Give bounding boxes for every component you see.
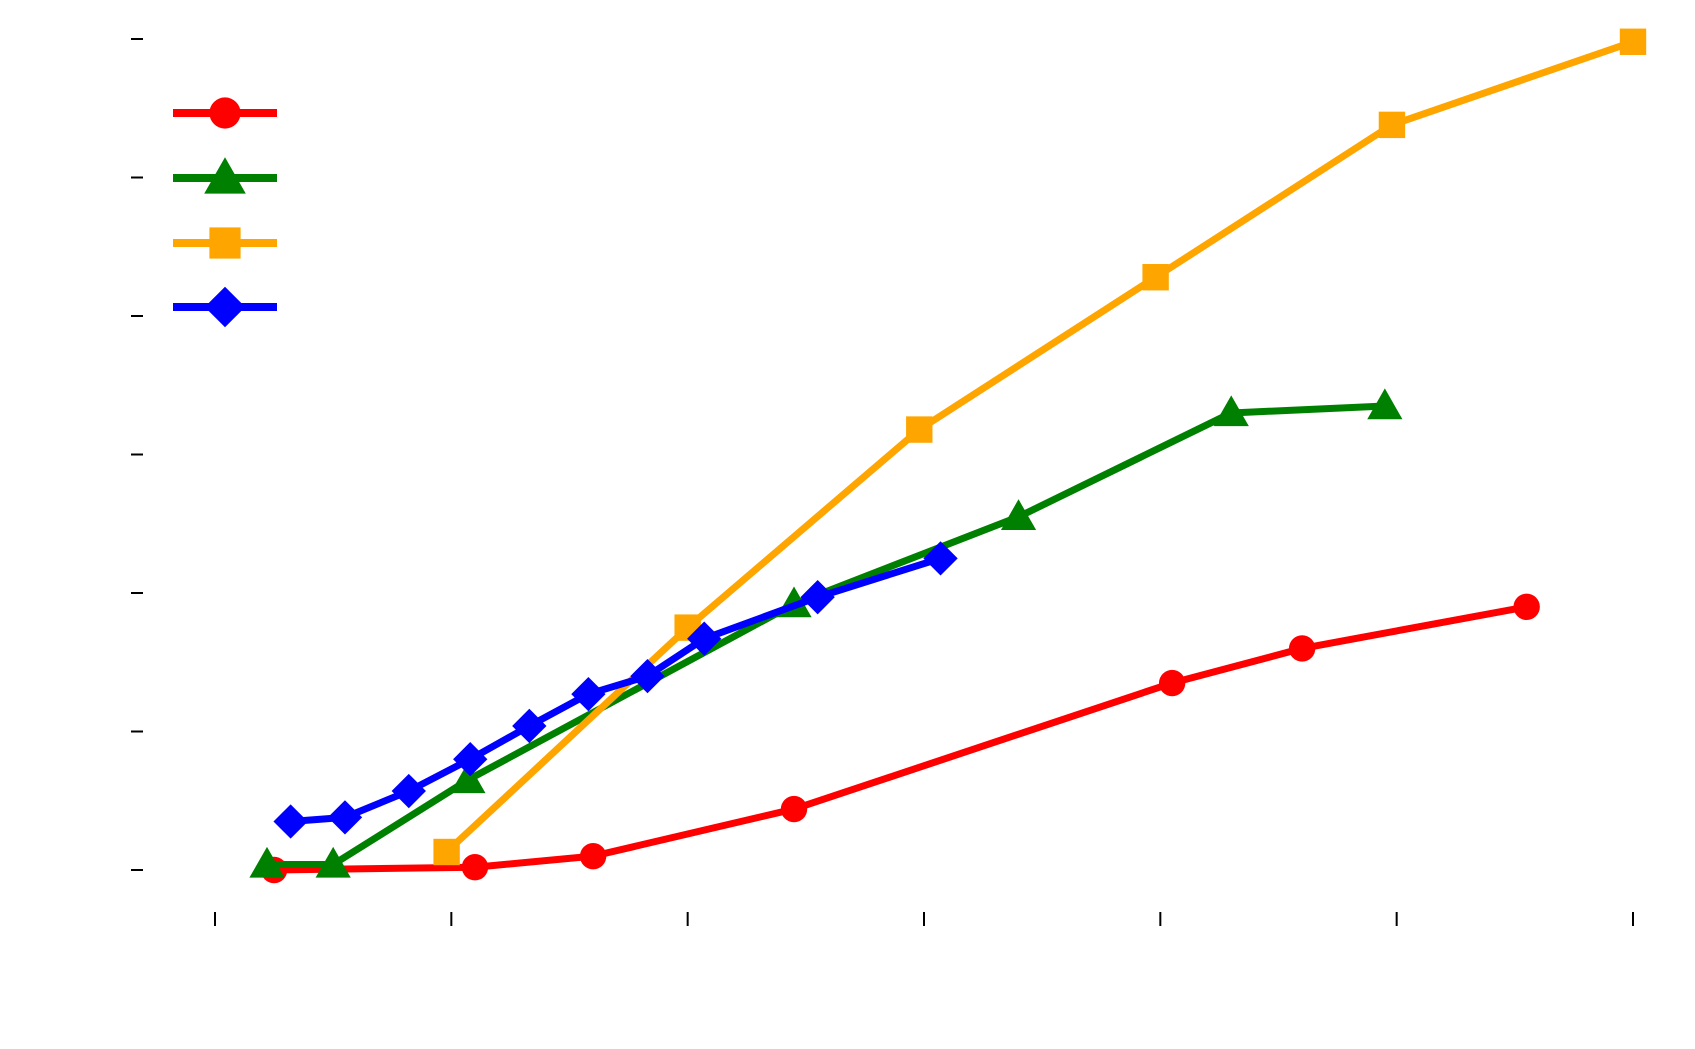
series-3-point-5 xyxy=(571,676,606,712)
legend xyxy=(173,97,277,328)
series-3-point-0 xyxy=(273,804,308,839)
series-2-point-3 xyxy=(1142,264,1169,291)
series-1-point-6 xyxy=(1367,388,1403,420)
series-0-point-5 xyxy=(1288,635,1316,662)
legend-entry-0 xyxy=(173,97,277,129)
series-3-point-9 xyxy=(923,541,958,576)
series-1-point-1 xyxy=(315,846,351,878)
series-0-point-1 xyxy=(461,854,489,881)
series-3-point-7 xyxy=(687,621,722,656)
series-1-point-2 xyxy=(450,762,486,794)
series-3-point-1 xyxy=(327,800,363,835)
series-2 xyxy=(433,28,1647,866)
series-0-point-4 xyxy=(1158,669,1186,697)
series-1-point-5 xyxy=(1213,395,1249,427)
legend-marker-0 xyxy=(209,97,241,129)
series-2-point-2 xyxy=(906,416,933,443)
legend-marker-1 xyxy=(204,157,246,194)
axes xyxy=(131,38,1634,926)
legend-entry-3 xyxy=(173,286,277,328)
legend-marker-3 xyxy=(204,286,246,328)
series-3-point-3 xyxy=(453,742,488,777)
series-layer xyxy=(249,28,1647,884)
legend-entry-2 xyxy=(173,227,277,259)
legend-entry-1 xyxy=(173,157,277,194)
series-1-point-4 xyxy=(1000,499,1037,531)
series-0-line xyxy=(270,603,1531,874)
series-2-point-5 xyxy=(1619,28,1647,55)
series-0-point-2 xyxy=(579,842,607,870)
series-1 xyxy=(249,388,1403,878)
series-3-point-6 xyxy=(630,658,665,694)
series-0-point-3 xyxy=(780,795,808,823)
series-3-line xyxy=(287,554,945,826)
series-2-point-4 xyxy=(1378,111,1406,139)
legend-marker-2 xyxy=(209,227,241,259)
series-3-point-2 xyxy=(391,773,426,809)
series-3-point-4 xyxy=(512,708,547,744)
series-3 xyxy=(273,541,958,839)
series-2-point-0 xyxy=(433,838,460,866)
series-0-point-6 xyxy=(1513,593,1540,621)
series-1-point-0 xyxy=(249,846,285,878)
series-3-point-8 xyxy=(800,579,835,615)
